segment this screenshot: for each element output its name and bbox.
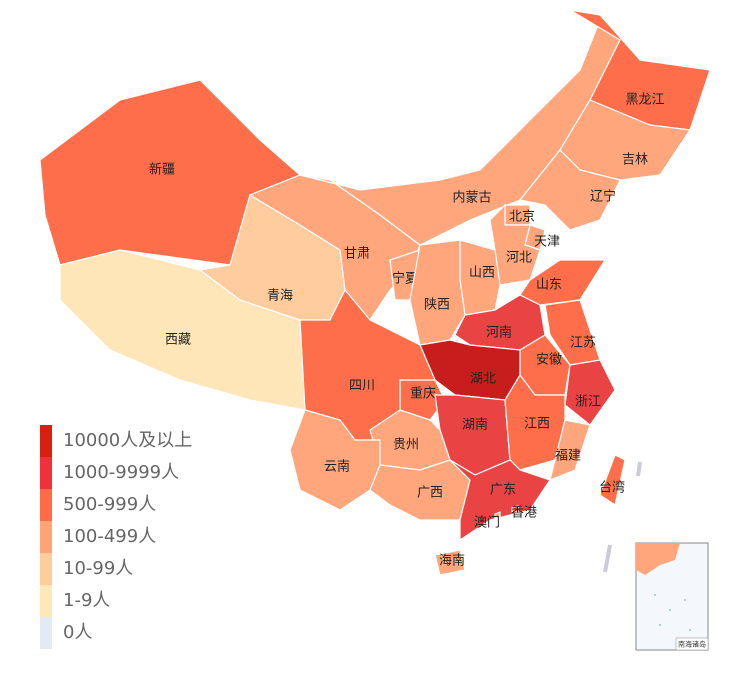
- legend-label: 1-9人: [63, 590, 110, 611]
- region-label: 新疆: [149, 162, 175, 178]
- region-label: 江西: [524, 417, 550, 432]
- region[interactable]: 北京: [504, 204, 535, 226]
- inset-label: 南海诸岛: [678, 640, 706, 649]
- region-label: 河南: [486, 325, 512, 341]
- region-label: 澳门: [474, 515, 500, 531]
- region-shape[interactable]: [494, 511, 501, 519]
- region-label: 香港: [511, 506, 537, 521]
- region-label: 福建: [555, 449, 581, 464]
- legend-label: 100-499人: [63, 526, 156, 547]
- legend-label: 500-999人: [63, 494, 156, 515]
- region-label: 宁夏: [392, 271, 418, 287]
- region-label: 吉林: [622, 153, 648, 168]
- region[interactable]: 海南: [434, 549, 466, 576]
- legend-swatch: [40, 553, 52, 585]
- region[interactable]: 山西: [459, 239, 501, 316]
- region-label: 四川: [349, 379, 375, 394]
- region[interactable]: 天津: [524, 224, 560, 251]
- region-shape[interactable]: [434, 549, 466, 576]
- region-shape[interactable]: [599, 454, 626, 506]
- region-label: 辽宁: [590, 189, 616, 205]
- region[interactable]: 台湾: [599, 454, 626, 506]
- region-label: 河北: [506, 251, 532, 266]
- region-label: 广东: [490, 483, 516, 498]
- region[interactable]: 湖北: [419, 339, 521, 401]
- region[interactable]: 澳门: [474, 511, 501, 531]
- region-label: 浙江: [575, 395, 601, 410]
- legend-label: 10-99人: [63, 558, 133, 579]
- legend-swatch: [40, 521, 52, 553]
- region-label: 西藏: [165, 333, 191, 348]
- region[interactable]: 江苏: [544, 299, 601, 366]
- region-label: 甘肃: [344, 247, 370, 262]
- region[interactable]: 陕西: [409, 239, 466, 346]
- region-label: 台湾: [599, 480, 625, 496]
- legend-swatch: [40, 617, 52, 649]
- region-shape[interactable]: [518, 149, 621, 231]
- region-label: 天津: [534, 235, 560, 250]
- region-label: 陕西: [424, 298, 450, 313]
- region-label: 青海: [267, 289, 293, 304]
- region-label: 安徽: [536, 353, 562, 368]
- region[interactable]: 吉林: [559, 99, 692, 181]
- region-label: 云南: [324, 459, 350, 475]
- legend: 10000人及以上 1000-9999人 500-999人 100-499人 10-99…: [40, 425, 192, 649]
- region-label: 山西: [469, 266, 495, 281]
- region-label: 北京: [509, 210, 535, 225]
- legend-label: 0人: [63, 622, 92, 643]
- region-label: 海南: [439, 553, 465, 569]
- legend-swatch: [40, 585, 52, 617]
- region[interactable]: 福建: [549, 419, 591, 481]
- legend-label: 1000-9999人: [63, 462, 179, 483]
- region-shape[interactable]: [549, 419, 591, 481]
- region[interactable]: 江西: [504, 373, 566, 471]
- region-label: 黑龙江: [625, 93, 664, 108]
- legend-swatch: [40, 425, 52, 457]
- region-label: 江苏: [570, 335, 596, 351]
- region-label: 山东: [536, 278, 562, 293]
- legend-swatch: [40, 457, 52, 489]
- region-label: 内蒙古: [452, 190, 491, 206]
- region-label: 湖北: [470, 372, 496, 387]
- region[interactable]: 辽宁: [518, 149, 621, 231]
- region-shape[interactable]: [449, 459, 551, 542]
- region-shape[interactable]: [409, 239, 466, 346]
- legend-label: 10000人及以上: [63, 430, 192, 451]
- region-shape[interactable]: [511, 505, 519, 513]
- inset: 南海诸岛: [635, 542, 709, 651]
- region-label: 广西: [417, 486, 443, 501]
- region[interactable]: 广西: [369, 459, 471, 521]
- legend-swatch: [40, 489, 52, 521]
- region-label: 贵州: [393, 438, 419, 453]
- region[interactable]: 香港: [511, 505, 537, 521]
- region-label: 重庆: [410, 386, 436, 402]
- region-label: 湖南: [462, 417, 488, 433]
- region-shape[interactable]: [564, 359, 616, 426]
- region[interactable]: 广东: [449, 459, 551, 542]
- region[interactable]: 浙江: [564, 359, 616, 426]
